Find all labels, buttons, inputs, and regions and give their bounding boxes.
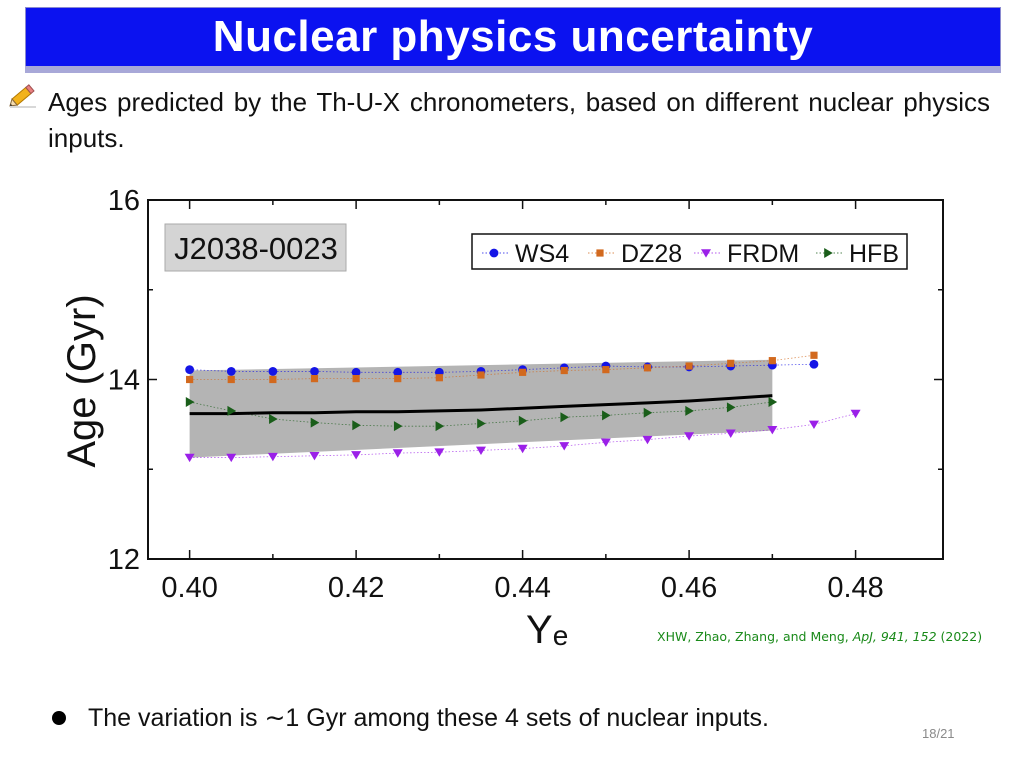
data-point-hfb (685, 405, 694, 416)
data-point-frdm (725, 429, 736, 438)
data-point-ws4 (809, 359, 819, 369)
x-tick-label: 0.46 (661, 572, 717, 604)
data-point-frdm (226, 453, 237, 463)
data-point-frdm (351, 451, 362, 460)
data-point-frdm (850, 409, 861, 419)
x-tick-label: 0.40 (161, 572, 217, 604)
data-point-frdm (559, 442, 570, 451)
label-box (164, 223, 347, 272)
data-point-dz28 (269, 375, 277, 384)
data-point-frdm (309, 451, 320, 461)
data-point-ws4 (310, 367, 319, 376)
data-point-frdm (184, 453, 195, 463)
series-line-ws4 (189, 363, 814, 373)
data-point-hfb (726, 402, 736, 413)
citation-journal: ApJ, 941, 152 (852, 629, 937, 644)
x-tick-label: 0.44 (494, 572, 550, 604)
data-point-hfb (518, 415, 528, 426)
data-point-ws4 (226, 367, 236, 376)
data-point-hfb (352, 420, 361, 431)
legend-label-frdm: FRDM (727, 240, 799, 268)
y-axis-label: Age (Gyr) (60, 294, 104, 467)
data-point-dz28 (602, 366, 610, 374)
data-point-dz28 (435, 374, 443, 382)
legend-marker-hfb (824, 248, 833, 258)
bullet-text: The variation is ∼1 Gyr among these 4 se… (88, 704, 770, 732)
pencil-icon (9, 84, 36, 108)
label-box-text: J2038-0023 (174, 231, 338, 266)
title-bar: Nuclear physics uncertainty (25, 7, 1001, 67)
page-number: 18/21 (922, 726, 955, 741)
data-point-hfb (310, 417, 320, 428)
mean-line (189, 394, 773, 416)
data-point-dz28 (186, 375, 194, 384)
data-point-dz28 (727, 359, 735, 367)
data-point-dz28 (810, 351, 818, 359)
data-point-dz28 (685, 362, 693, 370)
title-rule (25, 66, 1001, 73)
citation: XHW, Zhao, Zhang, and Meng, ApJ, 941, 15… (657, 629, 982, 644)
data-point-dz28 (768, 357, 776, 365)
data-point-ws4 (393, 367, 403, 377)
data-point-dz28 (310, 375, 319, 383)
data-point-hfb (393, 421, 403, 432)
legend-marker-frdm (701, 249, 711, 258)
legend-marker-ws4 (489, 248, 499, 258)
legend-label-ws4: WS4 (515, 240, 569, 268)
data-point-frdm (517, 444, 528, 454)
legend-box (471, 233, 908, 270)
citation-year: (2022) (936, 629, 983, 644)
x-axis-label-sub: e (553, 620, 569, 651)
x-tick-label: 0.48 (827, 572, 883, 604)
data-point-frdm (267, 452, 278, 462)
citation-authors: XHW, Zhao, Zhang, and Meng, (657, 629, 853, 644)
data-point-frdm (434, 448, 445, 457)
data-point-frdm (684, 432, 695, 441)
y-tick-label: 14 (108, 365, 140, 397)
data-point-frdm (642, 435, 653, 445)
x-tick-label: 0.42 (328, 572, 384, 604)
y-tick-label: 16 (108, 185, 140, 217)
data-point-dz28 (394, 375, 402, 383)
data-point-hfb (185, 396, 195, 407)
data-point-hfb (560, 412, 570, 423)
data-point-hfb (643, 407, 653, 418)
data-point-hfb (227, 405, 237, 416)
series-line-hfb (189, 401, 773, 427)
legend-marker-dz28 (596, 249, 604, 257)
data-point-hfb (269, 413, 278, 424)
data-point-ws4 (351, 367, 361, 377)
legend-label-hfb: HFB (849, 240, 899, 268)
x-axis-label-main: Y (526, 608, 553, 652)
data-point-ws4 (185, 365, 195, 375)
data-point-frdm (767, 425, 778, 435)
data-point-frdm (475, 446, 486, 456)
data-point-frdm (808, 420, 819, 429)
data-point-ws4 (268, 367, 278, 376)
intro-text: Ages predicted by the Th-U-X chronometer… (48, 87, 990, 153)
data-point-dz28 (352, 375, 360, 383)
data-point-hfb (602, 410, 611, 421)
series-line-dz28 (189, 354, 815, 380)
data-point-dz28 (643, 364, 652, 372)
data-point-dz28 (477, 371, 485, 379)
data-point-hfb (435, 421, 445, 432)
data-point-frdm (392, 449, 403, 458)
data-point-hfb (768, 396, 778, 407)
x-axis-label: Ye (526, 608, 568, 652)
bullet-dot (52, 711, 66, 725)
data-point-dz28 (519, 368, 527, 376)
data-point-dz28 (560, 366, 568, 375)
y-tick-label: 12 (108, 544, 140, 576)
slide-title: Nuclear physics uncertainty (212, 12, 814, 61)
data-point-frdm (600, 438, 611, 447)
data-point-hfb (477, 418, 486, 429)
data-point-dz28 (227, 375, 235, 384)
legend-label-dz28: DZ28 (621, 240, 682, 268)
